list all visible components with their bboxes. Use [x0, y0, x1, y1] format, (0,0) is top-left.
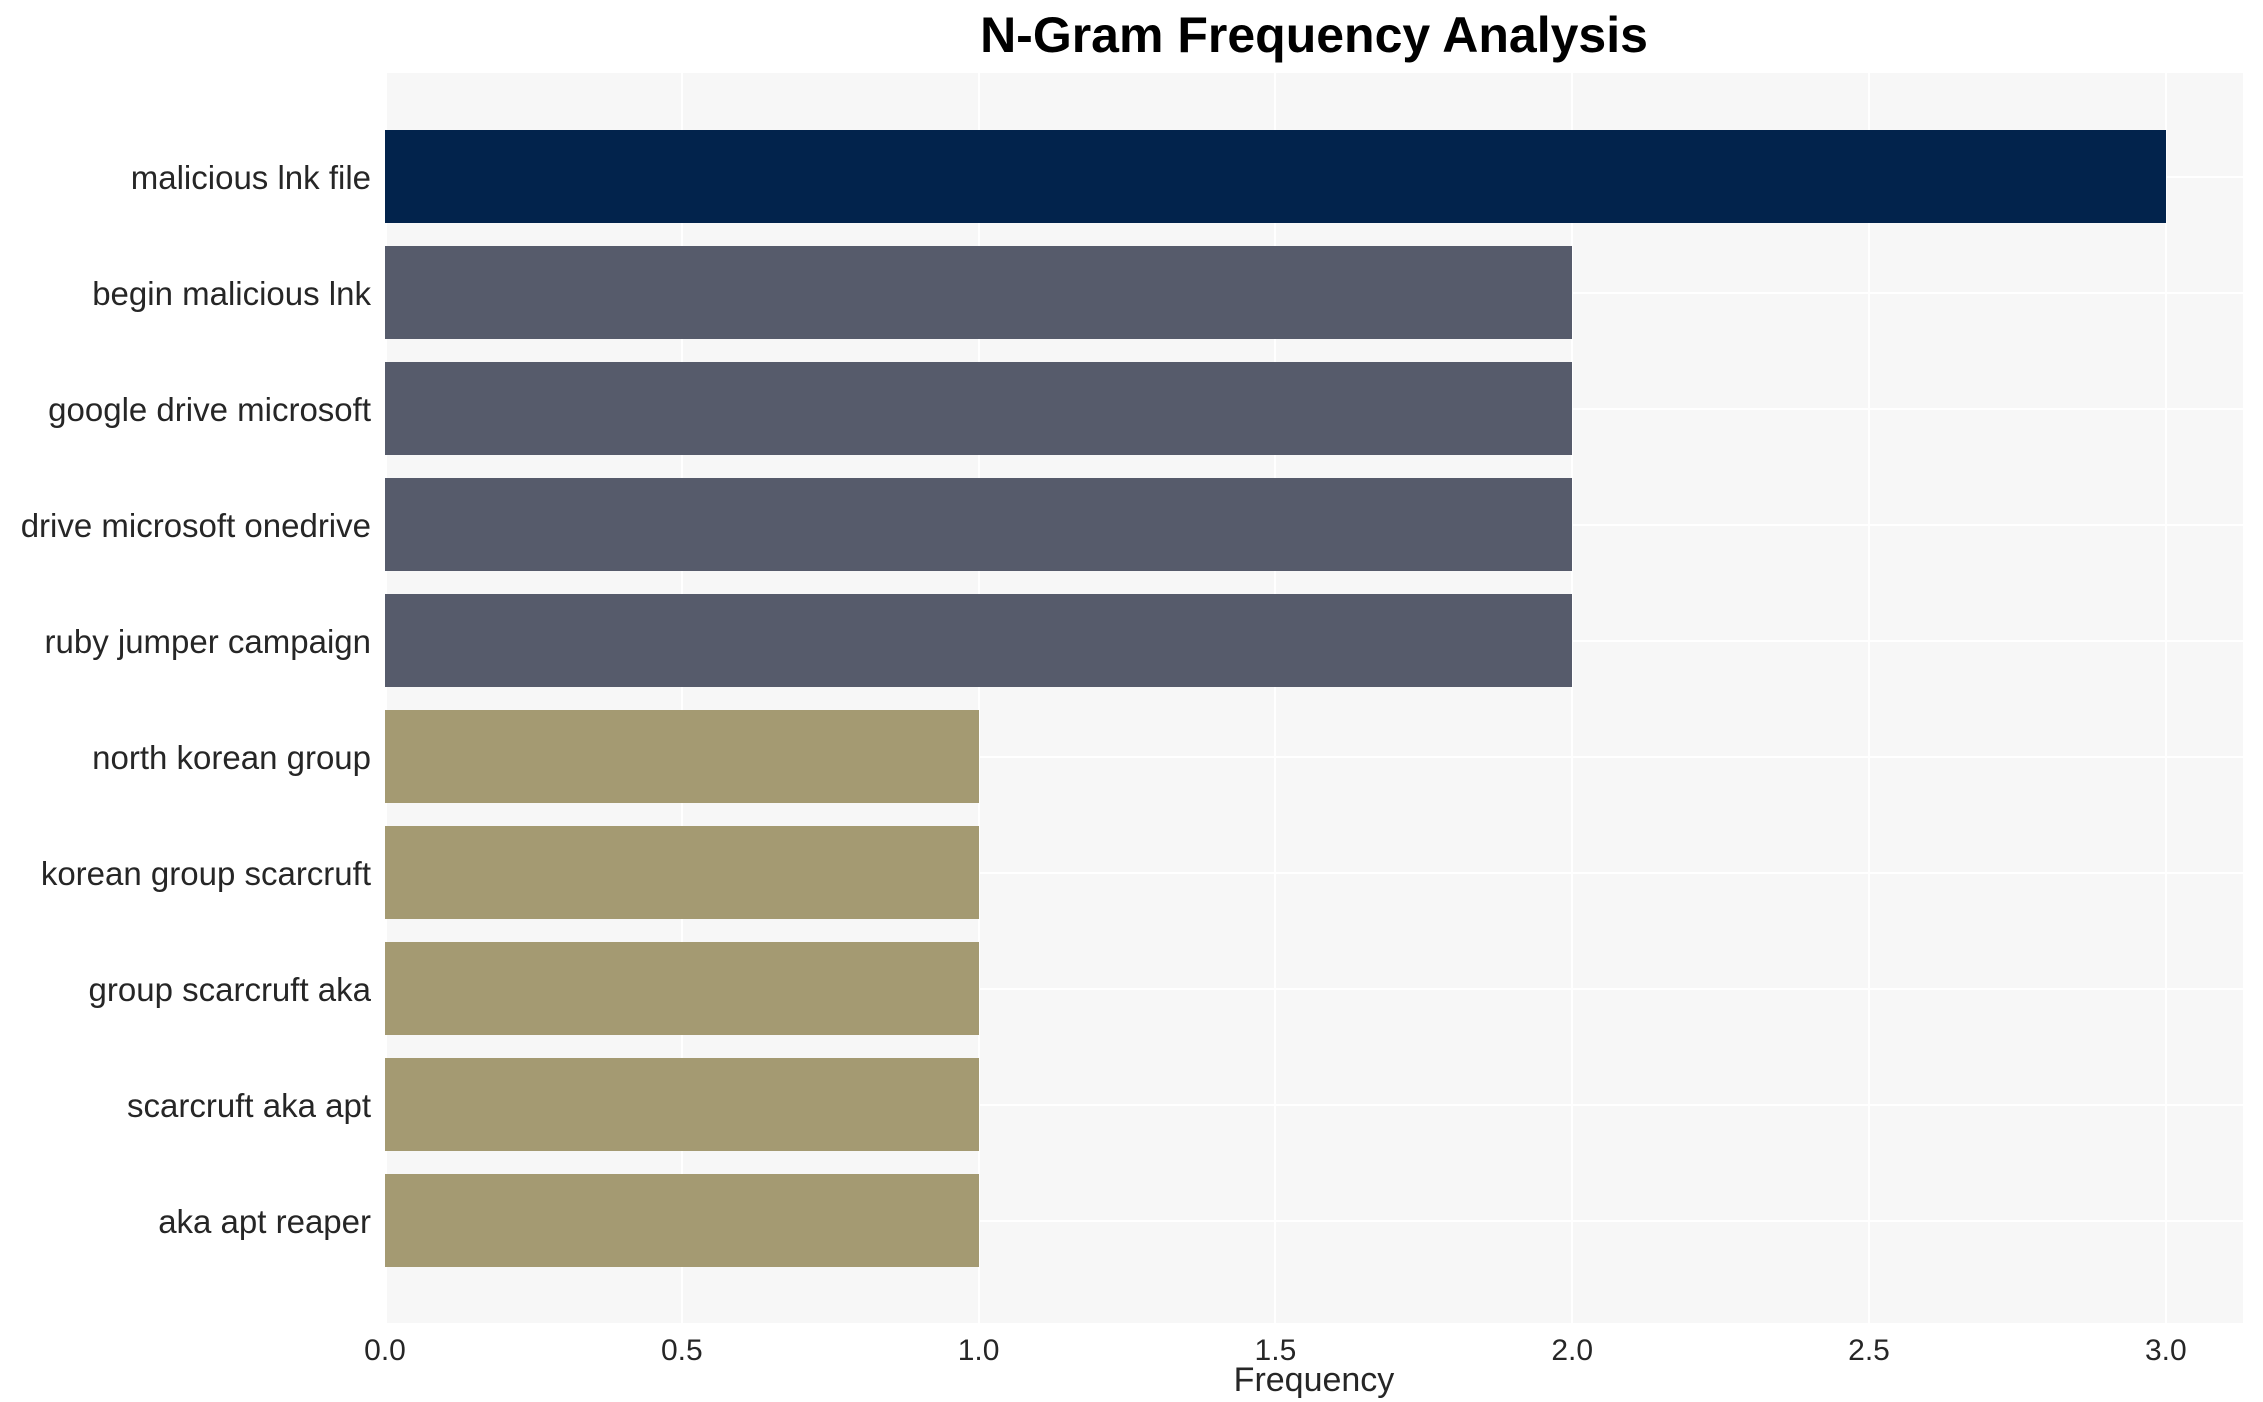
bar-row: [385, 1058, 2243, 1151]
bar-row: [385, 478, 2243, 571]
x-gridline: [385, 73, 387, 1323]
y-tick-label: google drive microsoft: [48, 390, 371, 428]
bar-row: [385, 826, 2243, 919]
y-tick-label: korean group scarcruft: [40, 854, 371, 892]
x-tick-label: 1.0: [957, 1334, 1000, 1367]
y-gridline: [385, 755, 2243, 758]
x-tick-label: 0.0: [364, 1334, 406, 1367]
y-gridline: [385, 987, 2243, 990]
y-tick-label: drive microsoft onedrive: [20, 506, 371, 544]
bar: [385, 246, 1573, 339]
y-tick-label: malicious lnk file: [130, 158, 371, 196]
bar-row: [385, 710, 2243, 803]
bar-row: [385, 362, 2243, 455]
bar: [385, 826, 979, 919]
bar: [385, 710, 979, 803]
y-gridline: [385, 871, 2243, 874]
y-tick-label: group scarcruft aka: [88, 970, 371, 1008]
x-tick-label: 2.0: [1551, 1334, 1594, 1367]
bar: [385, 1058, 979, 1151]
plot-area: [385, 73, 2243, 1323]
x-gridline: [1571, 73, 1574, 1323]
y-tick-label: aka apt reaper: [158, 1202, 371, 1240]
bar-row: [385, 942, 2243, 1035]
y-gridline: [385, 1103, 2243, 1106]
x-tick-label: 3.0: [2144, 1334, 2187, 1367]
x-tick-label: 2.5: [1848, 1334, 1890, 1367]
x-gridline: [2164, 73, 2167, 1323]
x-gridline: [680, 73, 683, 1323]
x-tick-label: 1.5: [1254, 1334, 1297, 1367]
bar-row: [385, 130, 2243, 223]
y-tick-label: begin malicious lnk: [92, 274, 371, 312]
bar-row: [385, 1174, 2243, 1267]
bar-row: [385, 594, 2243, 687]
y-tick-label: north korean group: [92, 738, 371, 776]
chart-title: N-Gram Frequency Analysis: [980, 7, 1648, 63]
x-gridline: [1868, 73, 1871, 1323]
bar: [385, 594, 1573, 687]
bar: [385, 1174, 979, 1267]
x-gridline: [1274, 73, 1277, 1323]
y-gridline: [385, 1219, 2243, 1222]
y-tick-label: scarcruft aka apt: [127, 1086, 371, 1124]
x-gridline: [977, 73, 980, 1323]
bar: [385, 130, 2166, 223]
y-tick-label: ruby jumper campaign: [44, 622, 372, 660]
bar-row: [385, 246, 2243, 339]
bar: [385, 478, 1573, 571]
bar: [385, 942, 979, 1035]
bar: [385, 362, 1573, 455]
x-tick-label: 0.5: [660, 1334, 703, 1367]
x-axis-title: Frequency: [1233, 1361, 1395, 1399]
